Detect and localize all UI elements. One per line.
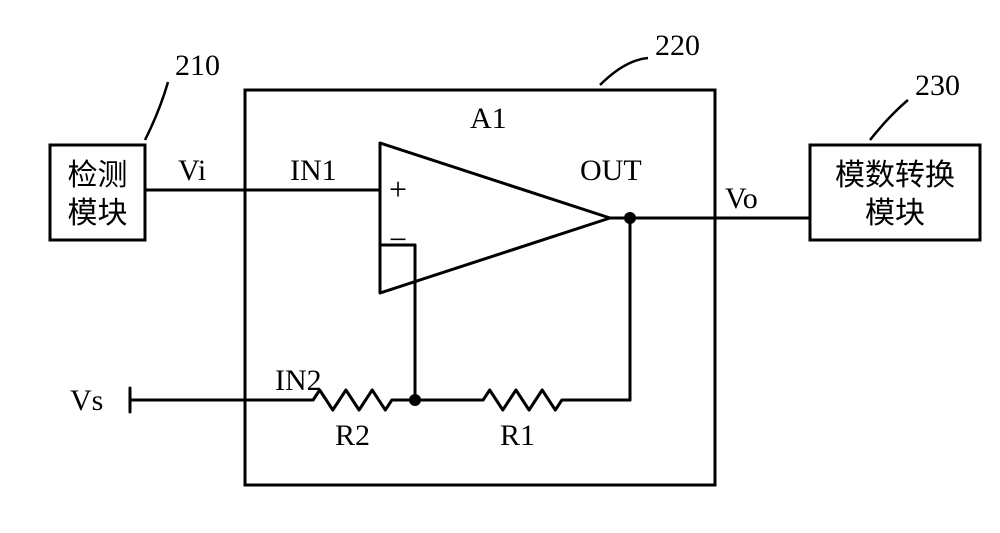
opamp-plus: + bbox=[389, 171, 407, 207]
junction-node bbox=[409, 394, 421, 406]
resistor-r1 bbox=[470, 390, 575, 410]
label-in2: IN2 bbox=[275, 364, 322, 397]
amplifier-block bbox=[245, 90, 715, 485]
label-r2: R2 bbox=[335, 419, 370, 452]
ref-230: 230 bbox=[915, 69, 960, 102]
label-in1: IN1 bbox=[290, 154, 337, 187]
label-vs: Vs bbox=[70, 384, 103, 417]
ref-210: 210 bbox=[175, 49, 220, 82]
detection-label-2: 模块 bbox=[68, 197, 128, 230]
opamp-label: A1 bbox=[470, 102, 507, 135]
label-vi: Vi bbox=[178, 154, 206, 187]
opamp-minus: − bbox=[389, 221, 407, 257]
label-vo: Vo bbox=[725, 182, 758, 215]
junction-node bbox=[624, 212, 636, 224]
label-r1: R1 bbox=[500, 419, 535, 452]
leader-line bbox=[600, 58, 648, 85]
ref-220: 220 bbox=[655, 29, 700, 62]
adc-label-2: 模块 bbox=[865, 197, 925, 230]
opamp-out-label: OUT bbox=[580, 154, 642, 187]
leader-line bbox=[870, 100, 908, 140]
leader-line bbox=[145, 82, 168, 140]
detection-label-1: 检测 bbox=[68, 159, 128, 192]
adc-label-1: 模数转换 bbox=[835, 159, 955, 192]
